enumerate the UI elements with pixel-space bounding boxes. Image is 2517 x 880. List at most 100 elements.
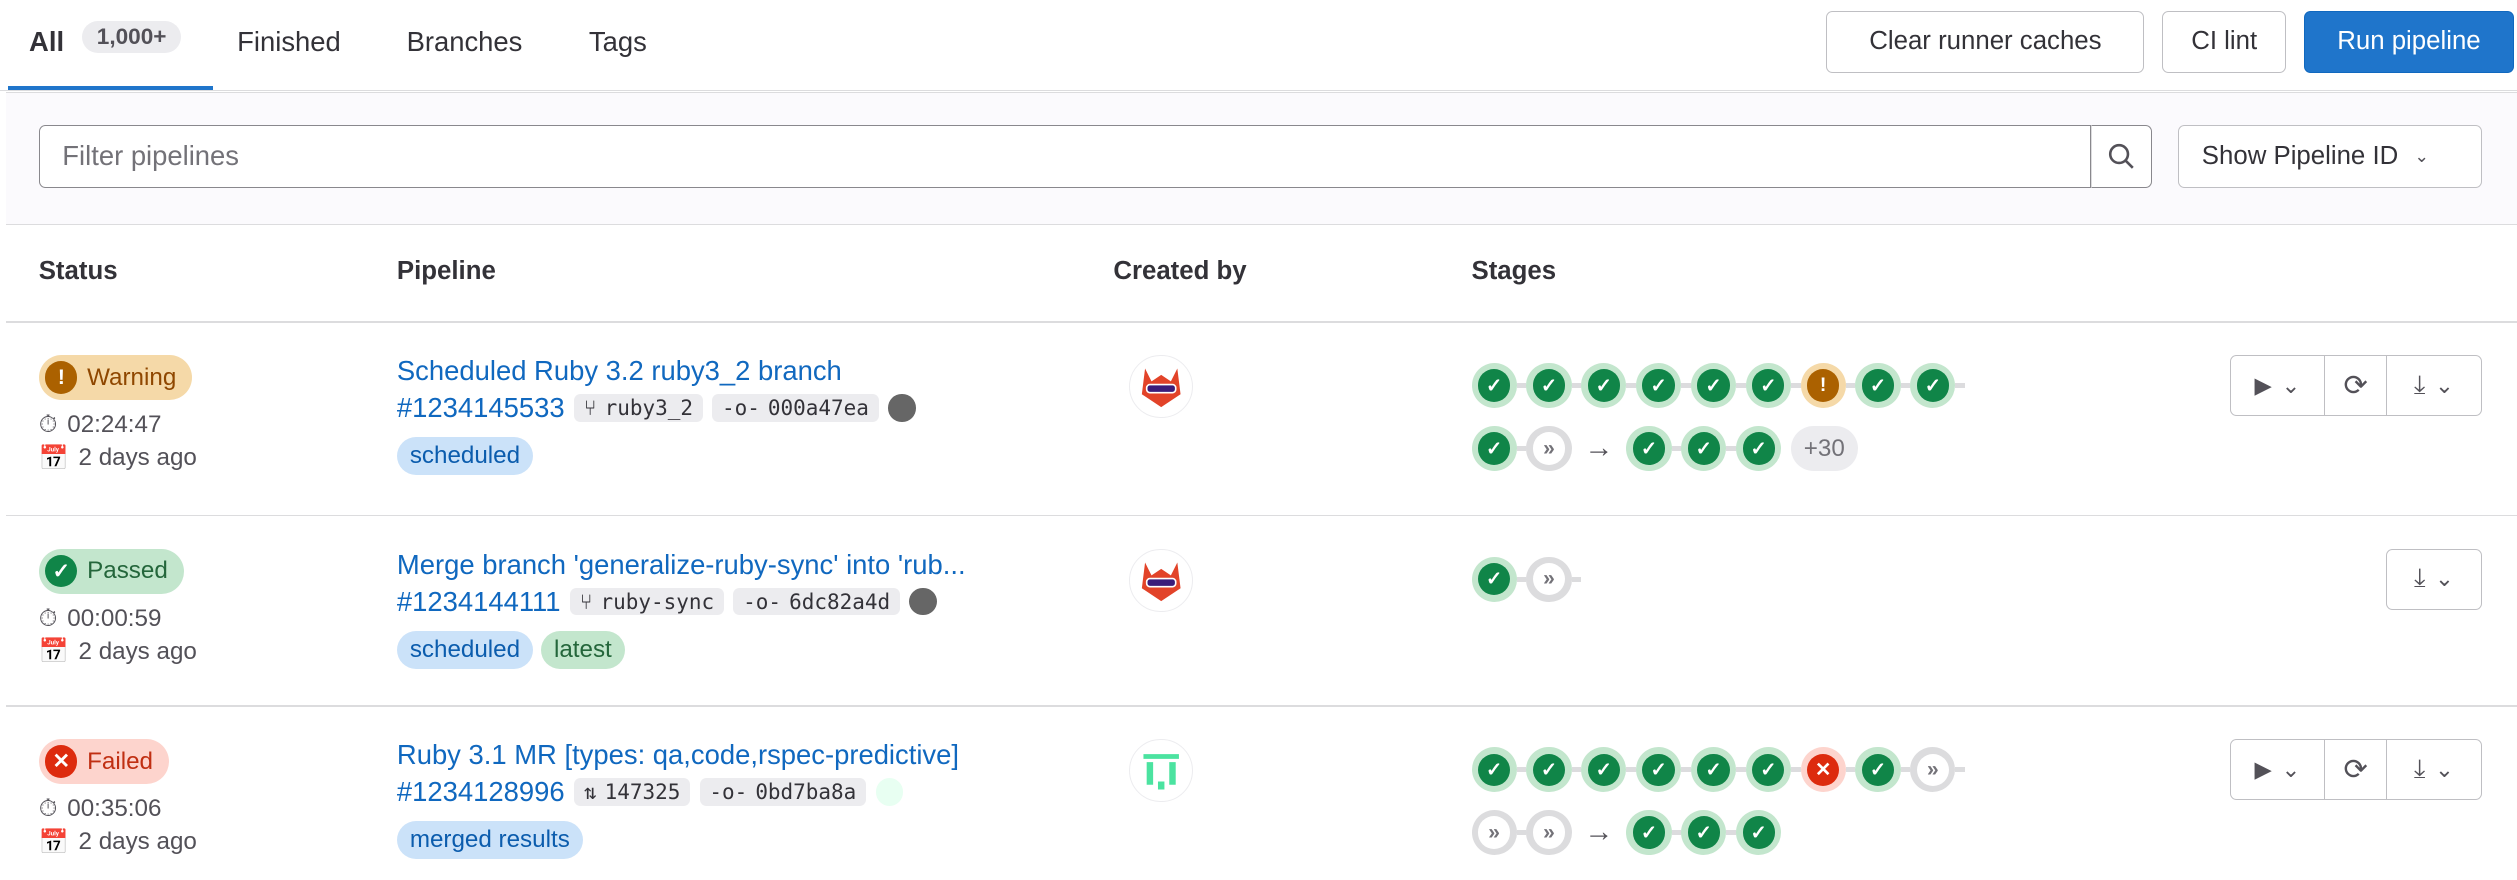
success-icon: ✓ — [1477, 563, 1511, 596]
tab-all[interactable]: All — [29, 25, 65, 57]
success-icon: ✓ — [1752, 753, 1785, 786]
success-icon: ✓ — [1861, 753, 1895, 786]
creator-avatar[interactable] — [1129, 548, 1193, 612]
download-icon: ⤓ — [2413, 754, 2426, 783]
chevron-down-icon: ⌄ — [2435, 566, 2454, 592]
success-icon: ✓ — [1642, 753, 1675, 786]
more-stages-badge[interactable]: +30 — [1790, 425, 1858, 472]
stage-skipped[interactable]: » — [1471, 809, 1517, 856]
stage-success[interactable]: ✓ — [1581, 747, 1627, 793]
stage-success[interactable]: ✓ — [1526, 747, 1572, 793]
stage-success[interactable]: ✓ — [1636, 363, 1682, 409]
downstream-arrow-icon: → — [1584, 816, 1614, 849]
stage-connector — [1626, 767, 1637, 773]
stage-failed[interactable]: ✕ — [1800, 747, 1846, 793]
manual-jobs-dropdown[interactable]: ▶ ⌄ — [2231, 740, 2324, 799]
success-icon: ✓ — [1861, 369, 1895, 402]
ref-link[interactable]: ⑂ ruby3_2 — [574, 394, 703, 422]
download-artifacts-dropdown[interactable]: ⤓ ⌄ — [2387, 550, 2480, 609]
pipeline-id-link[interactable]: #1234128996 — [396, 776, 565, 808]
tab-tags[interactable]: Tags — [588, 25, 647, 57]
merge-request-icon: ⇅ — [583, 780, 597, 805]
stage-skipped[interactable]: » — [1526, 556, 1572, 602]
retry-button[interactable]: ⟳ — [2324, 739, 2386, 800]
status-badge[interactable]: ! Warning — [38, 354, 193, 401]
stage-success[interactable]: ✓ — [1626, 809, 1672, 856]
stage-success[interactable]: ✓ — [1855, 747, 1901, 793]
pipeline-title-link[interactable]: Ruby 3.1 MR [types: qa,code,rspec-predic… — [396, 738, 959, 770]
retry-icon: ⟳ — [2343, 370, 2368, 403]
retry-button[interactable]: ⟳ — [2324, 355, 2386, 416]
pipeline-id-link[interactable]: #1234144111 — [396, 585, 561, 617]
column-stages: Stages — [1471, 256, 1557, 285]
pipeline-id-link[interactable]: #1234145533 — [396, 392, 565, 424]
success-icon: ✓ — [1532, 369, 1566, 402]
stage-success[interactable]: ✓ — [1471, 556, 1517, 602]
divider — [6, 514, 2517, 517]
download-artifacts-dropdown[interactable]: ⤓ ⌄ — [2386, 739, 2480, 800]
search-button[interactable] — [2091, 125, 2153, 189]
stage-success[interactable]: ✓ — [1526, 363, 1572, 409]
warning-icon: ! — [1807, 369, 1840, 402]
stage-success[interactable]: ✓ — [1681, 425, 1727, 472]
tab-branches[interactable]: Branches — [406, 25, 523, 57]
stage-success[interactable]: ✓ — [1681, 809, 1727, 856]
commit-author-avatar[interactable] — [875, 778, 904, 806]
success-icon: ✓ — [1587, 753, 1620, 786]
stage-skipped[interactable]: » — [1526, 809, 1572, 856]
play-icon: ▶ — [2254, 372, 2272, 398]
stage-success[interactable]: ✓ — [1910, 363, 1956, 409]
stage-success[interactable]: ✓ — [1471, 425, 1517, 472]
stage-success[interactable]: ✓ — [1736, 809, 1782, 856]
stage-success[interactable]: ✓ — [1855, 363, 1901, 409]
creator-avatar[interactable] — [1129, 354, 1193, 419]
filter-bar: Filter pipelines Show Pipeline ID ⌄ — [6, 91, 2517, 225]
calendar-icon: 📅 — [38, 828, 69, 856]
show-pipeline-id-dropdown[interactable]: Show Pipeline ID ⌄ — [2178, 125, 2482, 189]
stage-success[interactable]: ✓ — [1471, 363, 1517, 409]
tab-finished[interactable]: Finished — [237, 25, 341, 57]
clear-runner-caches-button[interactable]: Clear runner caches — [1826, 11, 2145, 73]
creator-avatar[interactable] — [1129, 738, 1193, 803]
stage-success[interactable]: ✓ — [1736, 425, 1782, 472]
timer-icon: ⏱ — [38, 605, 58, 633]
stage-skipped[interactable]: » — [1526, 425, 1572, 472]
stage-success[interactable]: ✓ — [1690, 363, 1737, 409]
stage-skipped[interactable]: » — [1910, 747, 1956, 793]
stage-success[interactable]: ✓ — [1745, 747, 1791, 793]
stage-success[interactable]: ✓ — [1471, 747, 1517, 793]
pipeline-title-link[interactable]: Scheduled Ruby 3.2 ruby3_2 branch — [396, 354, 842, 386]
pipeline-title-link[interactable]: Merge branch 'generalize-ruby-sync' into… — [396, 548, 966, 580]
success-icon: ✓ — [1687, 432, 1720, 465]
run-pipeline-button[interactable]: Run pipeline — [2304, 11, 2514, 73]
commit-author-avatar[interactable] — [888, 394, 916, 422]
stage-success[interactable]: ✓ — [1581, 363, 1627, 409]
commit-sha-link[interactable]: -o- 000a47ea — [712, 394, 879, 422]
stage-connector — [1736, 383, 1746, 389]
status-badge[interactable]: ✕ Failed — [38, 738, 170, 785]
ref-link[interactable]: ⑂ ruby-sync — [570, 588, 724, 616]
commit-sha: 000a47ea — [767, 396, 869, 421]
commit-author-avatar[interactable] — [909, 587, 937, 616]
finished-time: 📅 2 days ago — [39, 444, 197, 473]
success-icon: ✓ — [1477, 753, 1511, 786]
stage-connector — [1845, 383, 1856, 389]
divider — [6, 705, 2517, 707]
manual-jobs-dropdown[interactable]: ▶ ⌄ — [2231, 356, 2324, 415]
ci-lint-button[interactable]: CI lint — [2162, 11, 2287, 73]
stage-success[interactable]: ✓ — [1636, 747, 1682, 793]
stage-success[interactable]: ✓ — [1745, 363, 1791, 409]
ref-link[interactable]: ⇅ 147325 — [574, 778, 691, 806]
stage-success[interactable]: ✓ — [1690, 747, 1737, 793]
success-icon: ✓ — [1642, 369, 1675, 402]
stages-row: ✓ » → ✓ ✓ ✓ +30 — [1471, 425, 1858, 472]
filter-pipelines-input[interactable]: Filter pipelines — [38, 125, 2092, 189]
stage-warning[interactable]: ! — [1800, 363, 1846, 409]
commit-sha-link[interactable]: -o- 0bd7ba8a — [699, 778, 866, 806]
skipped-icon: » — [1477, 816, 1511, 849]
stage-success[interactable]: ✓ — [1626, 425, 1672, 472]
stages-row: ✓ ✓ ✓ ✓ ✓ ✓! ✓ ✓ — [1471, 363, 1966, 409]
status-badge[interactable]: ✓ Passed — [38, 548, 184, 594]
download-artifacts-dropdown[interactable]: ⤓ ⌄ — [2386, 355, 2480, 416]
commit-sha-link[interactable]: -o- 6dc82a4d — [733, 588, 900, 616]
